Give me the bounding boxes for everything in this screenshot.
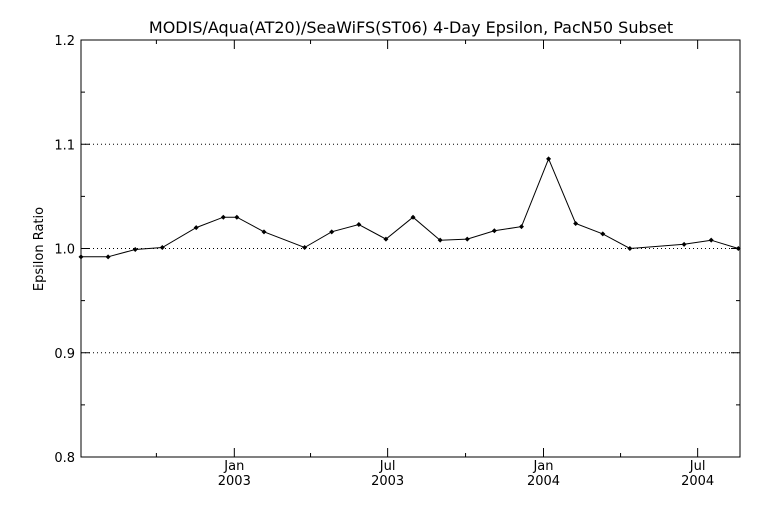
data-point	[627, 246, 633, 251]
data-point	[329, 229, 335, 235]
x-tick-month-label: Jul	[689, 459, 706, 474]
data-point	[78, 254, 84, 260]
data-point	[356, 222, 362, 228]
y-axis-label: Epsilon Ratio	[32, 207, 47, 291]
data-point	[491, 228, 497, 234]
x-tick-year-label: 2004	[681, 474, 714, 489]
x-tick-year-label: 2004	[527, 474, 560, 489]
series-line	[81, 157, 739, 258]
x-tick-month-label: Jan	[223, 459, 244, 474]
grid-lines	[81, 143, 740, 354]
data-point	[220, 214, 226, 220]
data-point	[437, 237, 443, 243]
data-point	[708, 237, 714, 243]
data-point	[302, 244, 308, 250]
x-tick-year-label: 2003	[371, 474, 404, 489]
data-point	[681, 241, 687, 247]
data-point	[410, 214, 416, 220]
data-point	[105, 254, 111, 260]
y-tick-label: 1.0	[54, 243, 75, 258]
data-series	[78, 156, 741, 260]
data-point	[735, 246, 741, 251]
y-tick-label: 0.9	[54, 347, 75, 362]
data-point	[132, 247, 138, 253]
y-axis: 0.8 0.9 1.0 1.1 1.2	[54, 34, 740, 466]
data-point	[383, 236, 389, 242]
data-point	[518, 224, 524, 230]
data-point	[159, 244, 165, 250]
y-tick-label: 1.2	[54, 34, 75, 49]
data-point	[234, 214, 240, 220]
data-point	[464, 236, 470, 242]
data-point	[600, 231, 606, 237]
y-tick-label: 0.8	[54, 451, 75, 466]
chart-title: MODIS/Aqua(AT20)/SeaWiFS(ST06) 4-Day Eps…	[149, 18, 673, 37]
x-tick-month-label: Jan	[532, 459, 553, 474]
data-point	[193, 225, 199, 231]
y-tick-label: 1.1	[54, 138, 75, 153]
data-point	[546, 156, 552, 162]
x-tick-month-label: Jul	[379, 459, 396, 474]
data-point	[261, 229, 267, 235]
x-tick-year-label: 2003	[218, 474, 251, 489]
data-point	[573, 220, 579, 226]
